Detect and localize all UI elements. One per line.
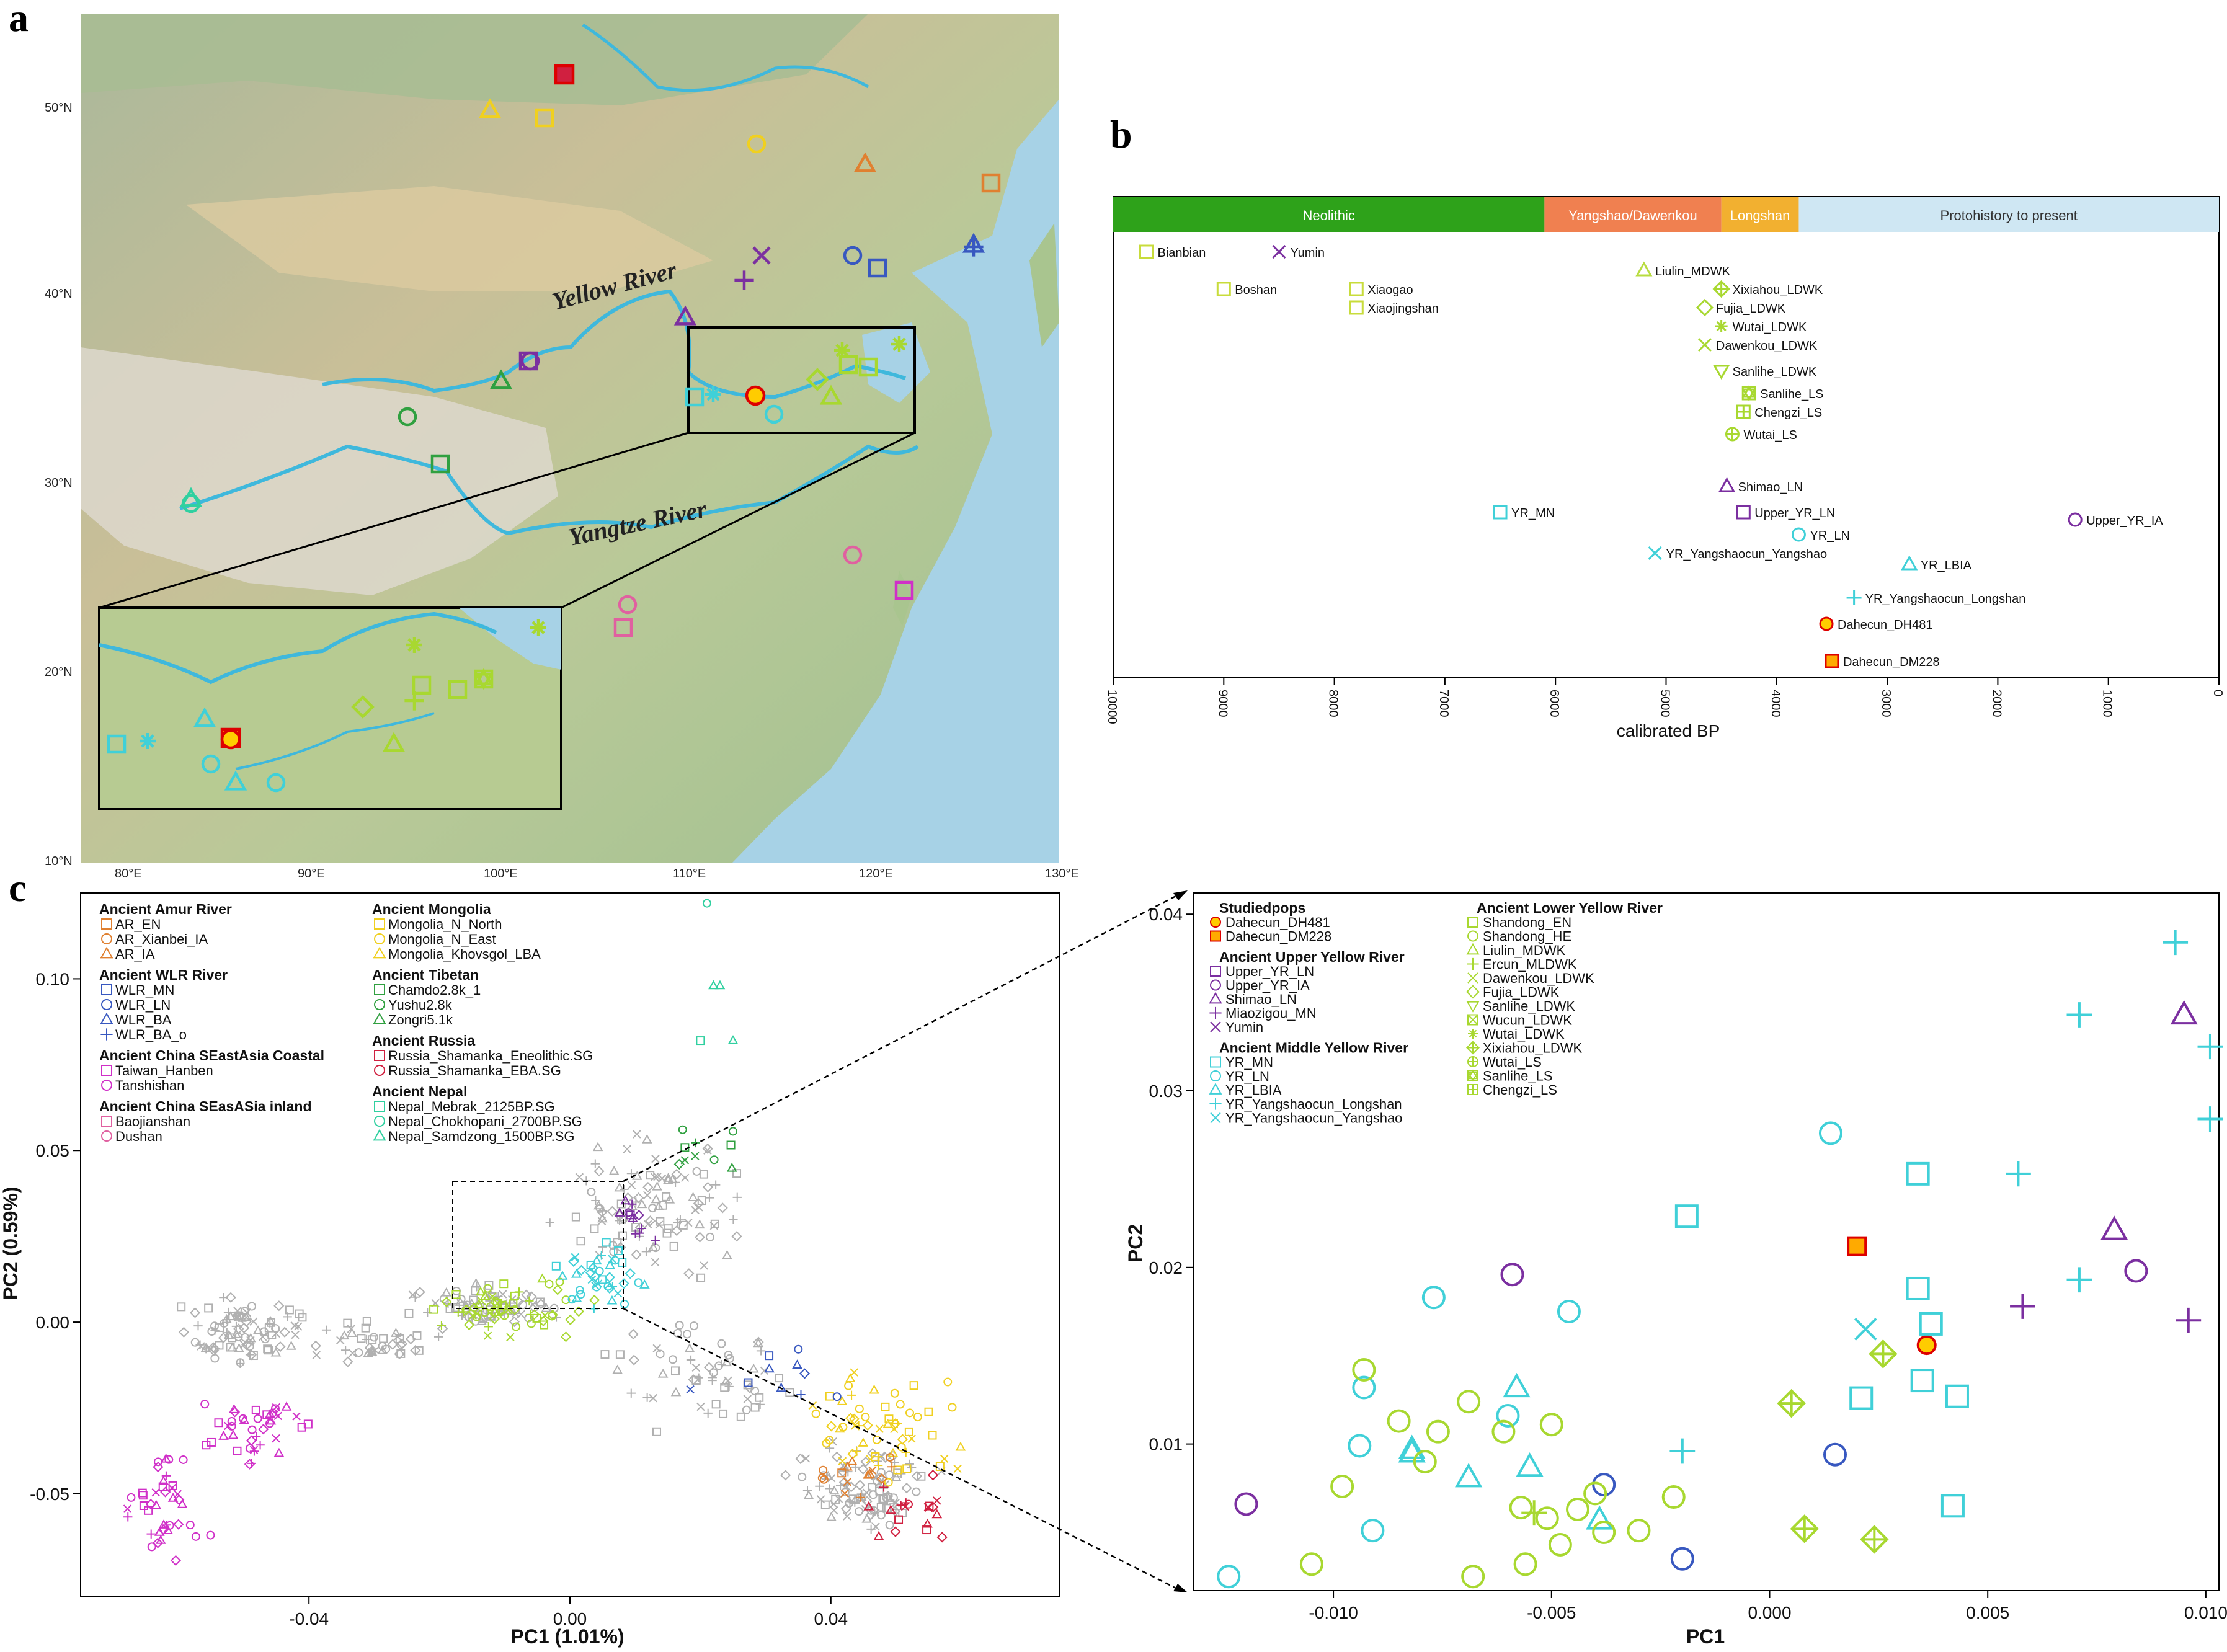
- lon-label: 110°E: [673, 867, 706, 881]
- map-site-marker: [806, 368, 829, 391]
- siberia: [81, 14, 868, 105]
- map-inset: [98, 606, 562, 810]
- gobi-desert: [186, 186, 713, 291]
- map-site-marker: [745, 385, 766, 406]
- map-site-marker: [181, 494, 201, 513]
- japan: [1029, 223, 1059, 347]
- sea: [732, 99, 1059, 863]
- bohai-sea: [862, 322, 930, 403]
- map-site-marker: [838, 355, 858, 375]
- lon-label: 120°E: [859, 867, 893, 881]
- amur-river-line: [582, 23, 869, 92]
- map-site-marker: [489, 369, 513, 389]
- map-site-marker: [843, 545, 863, 565]
- map-site-marker: [685, 387, 705, 407]
- map-zoom-box: [687, 326, 916, 434]
- map-site-marker: [734, 270, 754, 290]
- yellow-river-line: [322, 289, 906, 399]
- map-site-marker: [530, 620, 546, 636]
- map-site-marker: [201, 754, 221, 774]
- map-site-marker: [535, 108, 554, 128]
- map-site-marker: [613, 618, 633, 637]
- inset-river: [99, 611, 497, 685]
- lon-label: 90°E: [298, 867, 325, 881]
- map-site-marker: [474, 668, 494, 690]
- map-site-marker: [140, 733, 156, 749]
- lat-label: 30°N: [45, 476, 73, 490]
- map-site-marker: [843, 246, 863, 265]
- map-site-marker: [448, 680, 468, 699]
- map-site-marker: [351, 695, 375, 719]
- map-site-marker: [858, 357, 878, 377]
- map-site-marker: [764, 404, 784, 424]
- map-site-marker: [618, 595, 638, 615]
- map-site-marker: [834, 342, 850, 358]
- map-site-marker: [673, 305, 697, 326]
- panel-letter-b: b: [1110, 112, 1132, 156]
- yangtze-river-line: [179, 444, 919, 536]
- tibetan-plateau: [81, 347, 558, 595]
- lon-label: 100°E: [484, 867, 518, 881]
- lat-label: 10°N: [45, 855, 73, 868]
- map-site-marker: [752, 246, 771, 265]
- lat-label: 40°N: [45, 287, 73, 301]
- lon-label: 80°E: [115, 867, 142, 881]
- map-zoom-line: [561, 432, 915, 609]
- map-site-marker: [406, 637, 422, 653]
- map-site-marker: [891, 336, 907, 352]
- map-site-marker: [853, 152, 877, 172]
- map-site-marker: [962, 233, 985, 253]
- map-site-marker: [224, 770, 247, 791]
- map-site-marker: [430, 454, 450, 474]
- map-site-marker: [981, 173, 1001, 193]
- map-site-marker: [518, 351, 538, 371]
- map-site-marker: [894, 580, 914, 600]
- map-site-marker: [412, 675, 432, 695]
- lat-label: 50°N: [45, 101, 73, 115]
- map-site-marker: [868, 258, 887, 278]
- map-zoom-line: [99, 432, 689, 609]
- lat-label: 20°N: [45, 665, 73, 679]
- lon-label: 130°E: [1045, 867, 1079, 881]
- panel-letter-a: a: [9, 0, 29, 40]
- map-site-marker: [705, 386, 721, 402]
- inset-river-south: [235, 712, 435, 770]
- map-site-marker: [819, 384, 843, 405]
- map-site-marker: [747, 134, 767, 154]
- map-site-marker: [266, 773, 286, 793]
- map-site-marker: [220, 729, 241, 750]
- map-site-marker: [398, 407, 417, 427]
- map-site-marker: [478, 98, 502, 118]
- panel-letter-c: c: [9, 866, 27, 910]
- map-site-marker: [382, 732, 406, 752]
- map-site-marker: [107, 734, 127, 754]
- map-site-marker: [554, 64, 575, 85]
- map-site-marker: [193, 707, 216, 727]
